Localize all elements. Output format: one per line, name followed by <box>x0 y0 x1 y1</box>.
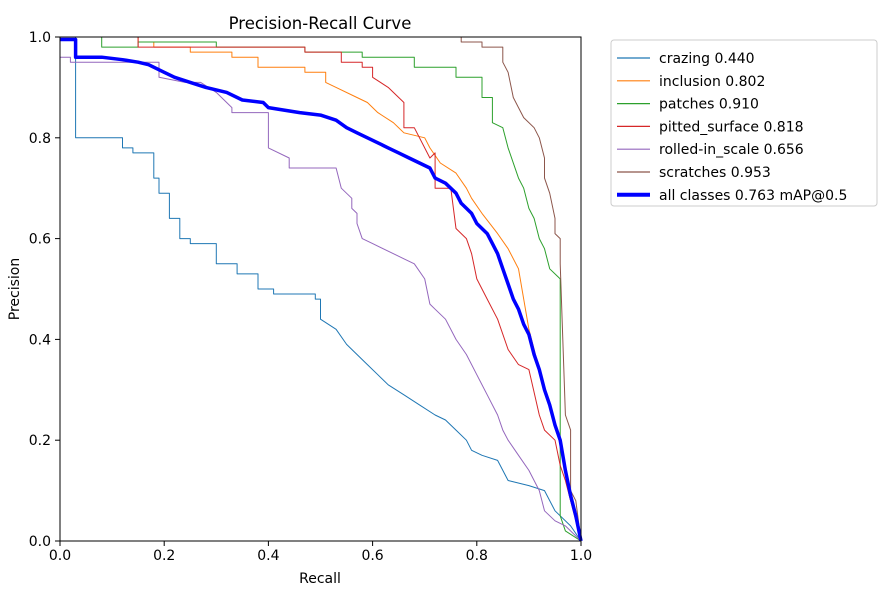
y-axis-ticks: 0.0 0.2 0.4 0.6 0.8 1.0 <box>29 30 60 550</box>
legend-label-6: all classes 0.763 mAP@0.5 <box>659 188 847 204</box>
x-tick-label: 0.4 <box>257 548 279 564</box>
x-tick-label: 1.0 <box>570 548 592 564</box>
series-line-3 <box>60 36 582 542</box>
x-tick-label: 0.8 <box>466 548 488 564</box>
x-axis-label: Recall <box>299 571 341 587</box>
plot-curves <box>60 36 583 542</box>
y-axis-label: Precision <box>7 258 23 320</box>
x-axis-ticks: 0.0 0.2 0.4 0.6 0.8 1.0 <box>49 541 592 564</box>
legend: crazing 0.440 inclusion 0.802 patches 0.91… <box>610 39 878 207</box>
y-tick-label: 0.0 <box>29 534 51 550</box>
x-tick-label: 0.2 <box>153 548 175 564</box>
y-tick-label: 0.2 <box>29 433 51 449</box>
legend-label-2: patches 0.910 <box>659 97 759 113</box>
legend-label-0: crazing 0.440 <box>659 51 755 67</box>
legend-frame <box>610 39 878 207</box>
legend-label-4: rolled-in_scale 0.656 <box>659 142 804 158</box>
legend-label-3: pitted_surface 0.818 <box>659 119 804 135</box>
series-line-1 <box>60 36 582 542</box>
x-tick-label: 0.6 <box>361 548 383 564</box>
y-tick-label: 0.8 <box>29 131 51 147</box>
y-tick-label: 0.4 <box>29 332 51 348</box>
legend-label-1: inclusion 0.802 <box>659 74 765 90</box>
y-tick-label: 1.0 <box>29 30 51 46</box>
chart-title: Precision-Recall Curve <box>229 14 412 33</box>
series-line-5 <box>60 36 582 542</box>
series-line-0 <box>60 36 582 542</box>
plot-frame <box>59 36 582 542</box>
x-tick-label: 0.0 <box>49 548 71 564</box>
series-line-4 <box>60 56 582 542</box>
series-line-2 <box>60 36 582 542</box>
y-tick-label: 0.6 <box>29 232 51 248</box>
legend-label-5: scratches 0.953 <box>659 165 771 181</box>
series-line-6 <box>60 37 583 542</box>
